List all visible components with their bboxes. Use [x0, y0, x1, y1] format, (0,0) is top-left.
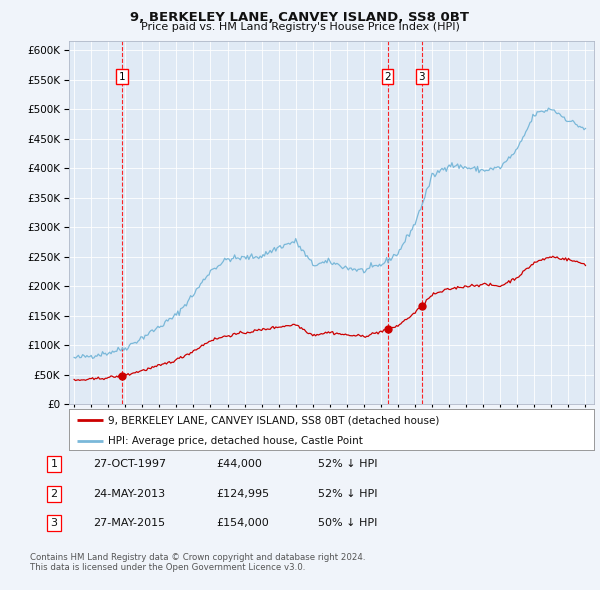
- Text: 3: 3: [419, 72, 425, 81]
- Text: 9, BERKELEY LANE, CANVEY ISLAND, SS8 0BT: 9, BERKELEY LANE, CANVEY ISLAND, SS8 0BT: [131, 11, 470, 24]
- Text: 52% ↓ HPI: 52% ↓ HPI: [318, 460, 377, 469]
- Text: 1: 1: [50, 460, 58, 469]
- Text: 2: 2: [50, 489, 58, 499]
- Text: 3: 3: [50, 519, 58, 528]
- Text: 9, BERKELEY LANE, CANVEY ISLAND, SS8 0BT (detached house): 9, BERKELEY LANE, CANVEY ISLAND, SS8 0BT…: [109, 415, 440, 425]
- Text: 27-MAY-2015: 27-MAY-2015: [93, 519, 165, 528]
- Text: 27-OCT-1997: 27-OCT-1997: [93, 460, 166, 469]
- Text: This data is licensed under the Open Government Licence v3.0.: This data is licensed under the Open Gov…: [30, 563, 305, 572]
- Text: 24-MAY-2013: 24-MAY-2013: [93, 489, 165, 499]
- Text: 2: 2: [384, 72, 391, 81]
- Text: £154,000: £154,000: [216, 519, 269, 528]
- Text: HPI: Average price, detached house, Castle Point: HPI: Average price, detached house, Cast…: [109, 436, 363, 446]
- Text: £124,995: £124,995: [216, 489, 269, 499]
- Text: Contains HM Land Registry data © Crown copyright and database right 2024.: Contains HM Land Registry data © Crown c…: [30, 553, 365, 562]
- Text: 52% ↓ HPI: 52% ↓ HPI: [318, 489, 377, 499]
- Text: £44,000: £44,000: [216, 460, 262, 469]
- Text: 50% ↓ HPI: 50% ↓ HPI: [318, 519, 377, 528]
- Text: 1: 1: [119, 72, 125, 81]
- Text: Price paid vs. HM Land Registry's House Price Index (HPI): Price paid vs. HM Land Registry's House …: [140, 22, 460, 32]
